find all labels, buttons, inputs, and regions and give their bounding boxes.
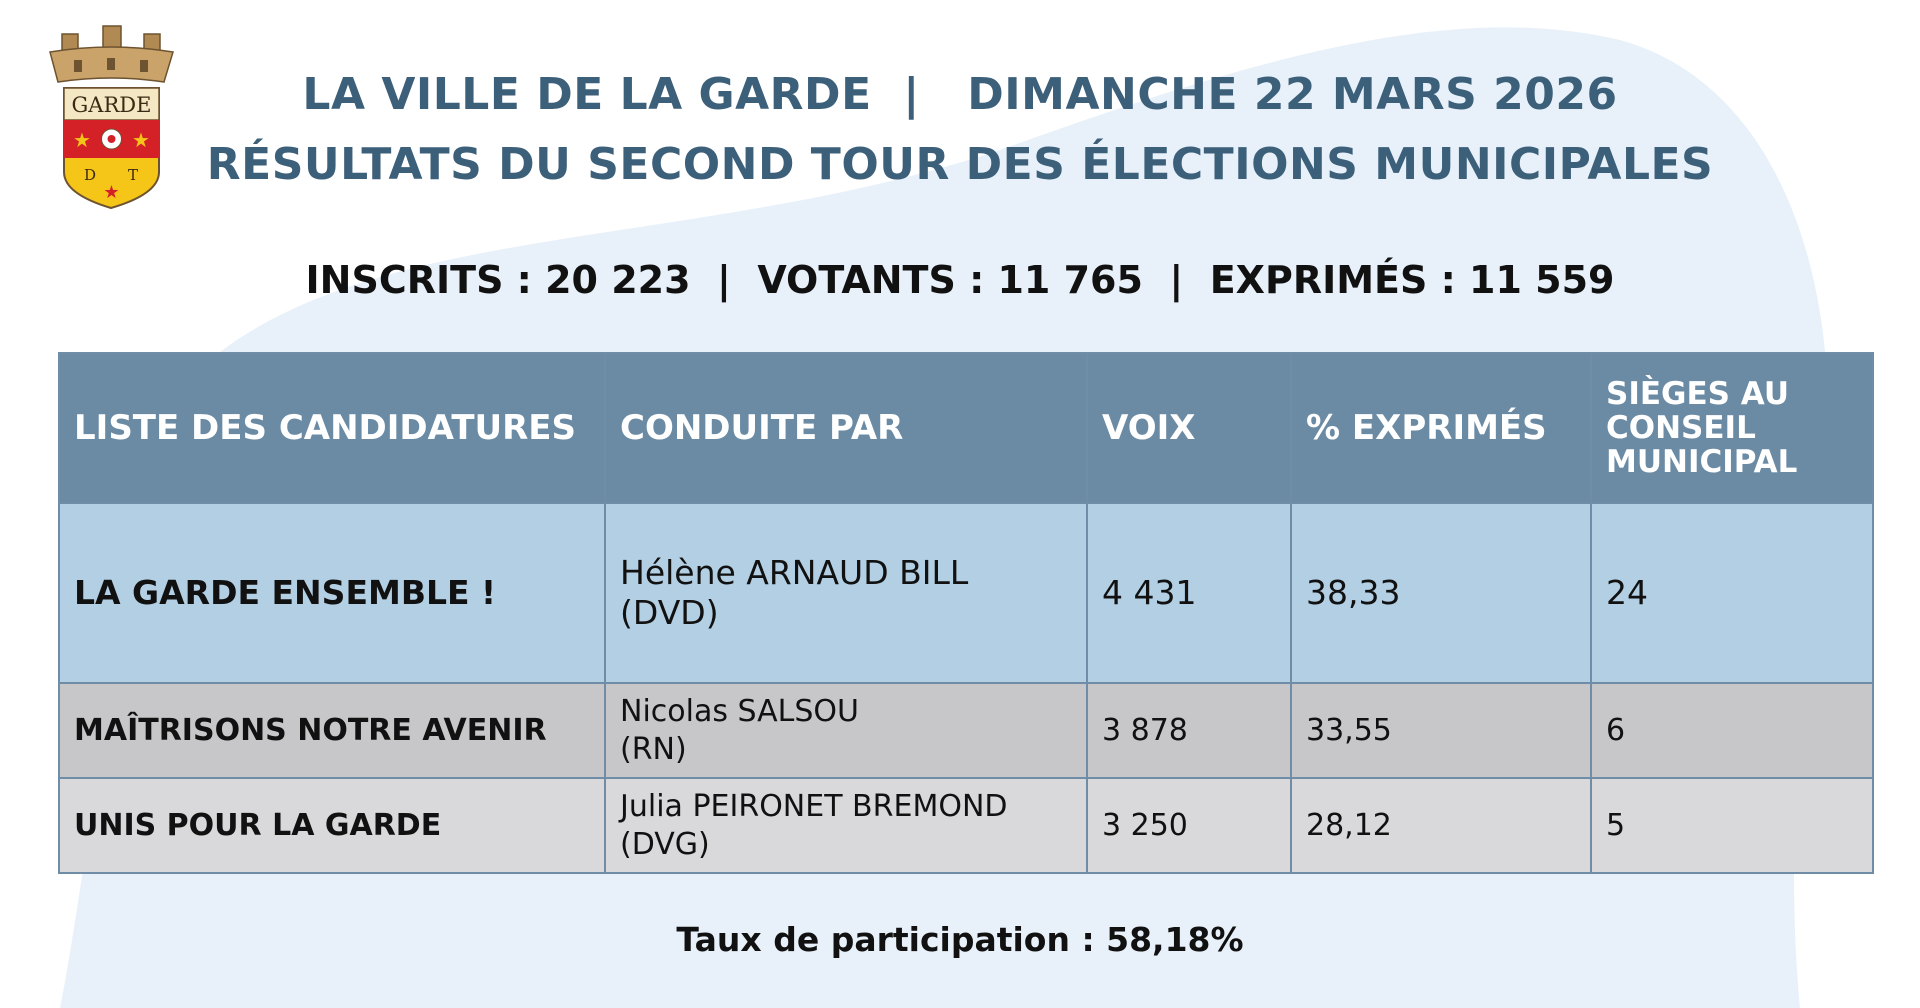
title-line-2: RÉSULTATS DU SECOND TOUR DES ÉLECTIONS M… <box>206 139 1714 190</box>
votes-cell: 3 878 <box>1086 682 1292 779</box>
leader-cell: Julia PEIRONET BREMOND (DVG) <box>604 777 1088 874</box>
leader-cell: Nicolas SALSOU (RN) <box>604 682 1088 779</box>
svg-text:★: ★ <box>132 128 150 152</box>
percent-cell: 33,55 <box>1290 682 1592 779</box>
seats-cell: 24 <box>1590 502 1874 684</box>
percent-cell: 38,33 <box>1290 502 1592 684</box>
seats-cell: 6 <box>1590 682 1874 779</box>
crest-banner-text: GARDE <box>72 93 152 117</box>
percent-cell: 28,12 <box>1290 777 1592 874</box>
header-list: LISTE DES CANDIDATURES <box>58 352 606 504</box>
header-leader: CONDUITE PAR <box>604 352 1088 504</box>
leader-cell: Hélène ARNAUD BILL (DVD) <box>604 502 1088 684</box>
title-line-1: LA VILLE DE LA GARDE | DIMANCHE 22 MARS … <box>302 69 1618 120</box>
results-table: LISTE DES CANDIDATURES CONDUITE PAR VOIX… <box>58 352 1874 874</box>
list-name: LA GARDE ENSEMBLE ! <box>58 502 606 684</box>
table-row: UNIS POUR LA GARDE Julia PEIRONET BREMON… <box>58 777 1874 874</box>
leader-party: (DVD) <box>620 593 719 632</box>
header-votes: VOIX <box>1086 352 1292 504</box>
seats-cell: 5 <box>1590 777 1874 874</box>
leader-party: (RN) <box>620 731 687 767</box>
page-title: LA VILLE DE LA GARDE | DIMANCHE 22 MARS … <box>0 60 1920 200</box>
votes-cell: 3 250 <box>1086 777 1292 874</box>
leader-name: Hélène ARNAUD BILL <box>620 553 969 592</box>
crest-letter-t: T <box>128 166 138 184</box>
table-header-row: LISTE DES CANDIDATURES CONDUITE PAR VOIX… <box>58 352 1874 504</box>
votes-cell: 4 431 <box>1086 502 1292 684</box>
turnout-stats: INSCRITS : 20 223 | VOTANTS : 11 765 | E… <box>305 258 1615 302</box>
svg-text:★: ★ <box>73 128 91 152</box>
table-row: MAÎTRISONS NOTRE AVENIR Nicolas SALSOU (… <box>58 682 1874 779</box>
leader-party: (DVG) <box>620 826 710 862</box>
participation-rate: Taux de participation : 58,18% <box>676 920 1244 959</box>
header-seats: SIÈGES AU CONSEIL MUNICIPAL <box>1590 352 1874 504</box>
leader-name: Nicolas SALSOU <box>620 693 859 729</box>
crest-letter-d: D <box>84 166 96 184</box>
header-percent: % EXPRIMÉS <box>1290 352 1592 504</box>
town-crest-logo: GARDE ★ ★ D T ★ <box>44 22 179 212</box>
svg-text:★: ★ <box>103 182 119 203</box>
leader-name: Julia PEIRONET BREMOND <box>620 788 1008 824</box>
list-name: UNIS POUR LA GARDE <box>58 777 606 874</box>
table-row: LA GARDE ENSEMBLE ! Hélène ARNAUD BILL (… <box>58 502 1874 684</box>
list-name: MAÎTRISONS NOTRE AVENIR <box>58 682 606 779</box>
